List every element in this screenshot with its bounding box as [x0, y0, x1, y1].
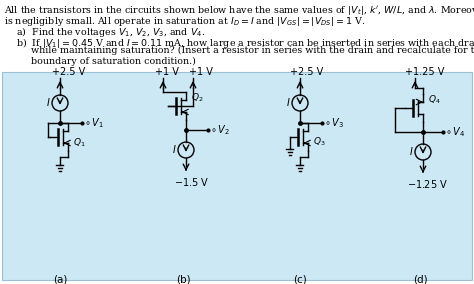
Text: b)  If $|V_1| = 0.45$ V and $I = 0.11$ mA, how large a resistor can be inserted : b) If $|V_1| = 0.45$ V and $I = 0.11$ mA…	[4, 36, 474, 49]
Text: boundary of saturation condition.): boundary of saturation condition.)	[4, 57, 196, 66]
Text: +1 V: +1 V	[189, 67, 213, 77]
Text: $Q_1$: $Q_1$	[73, 137, 86, 149]
Text: All the transistors in the circuits shown below have the same values of $|V_t|$,: All the transistors in the circuits show…	[4, 4, 474, 17]
Text: (a): (a)	[53, 274, 67, 284]
Text: $-1.5$ V: $-1.5$ V	[174, 176, 210, 188]
Text: $\circ\, V_1$: $\circ\, V_1$	[84, 116, 104, 130]
Text: (b): (b)	[176, 274, 191, 284]
Text: I: I	[410, 147, 413, 157]
Text: $Q_2$: $Q_2$	[191, 92, 203, 104]
Text: while maintaining saturation? (Insert a resistor in series with the drain and re: while maintaining saturation? (Insert a …	[4, 46, 474, 55]
Text: +2.5 V: +2.5 V	[290, 67, 323, 77]
Text: (d): (d)	[413, 274, 428, 284]
Text: is negligibly small. All operate in saturation at $I_D = I$ and $|V_{GS}| = |V_{: is negligibly small. All operate in satu…	[4, 14, 365, 28]
Text: +1 V: +1 V	[155, 67, 179, 77]
Text: a)  Find the voltages $V_1$, $V_2$, $V_3$, and $V_4$.: a) Find the voltages $V_1$, $V_2$, $V_3$…	[4, 25, 205, 39]
Bar	[2, 72, 472, 280]
Text: $\circ\, V_4$: $\circ\, V_4$	[445, 125, 465, 139]
Text: (c): (c)	[293, 274, 307, 284]
Text: $\circ\, V_3$: $\circ\, V_3$	[324, 116, 344, 130]
Text: +2.5 V: +2.5 V	[52, 67, 85, 77]
Text: I: I	[173, 145, 176, 155]
Text: $\circ\, V_2$: $\circ\, V_2$	[210, 123, 230, 137]
Text: I: I	[287, 98, 290, 108]
Text: $Q_3$: $Q_3$	[313, 136, 326, 148]
Text: $-1.25$ V: $-1.25$ V	[407, 178, 448, 190]
Text: I: I	[47, 98, 50, 108]
Text: $Q_4$: $Q_4$	[428, 94, 441, 106]
Text: +1.25 V: +1.25 V	[405, 67, 444, 77]
